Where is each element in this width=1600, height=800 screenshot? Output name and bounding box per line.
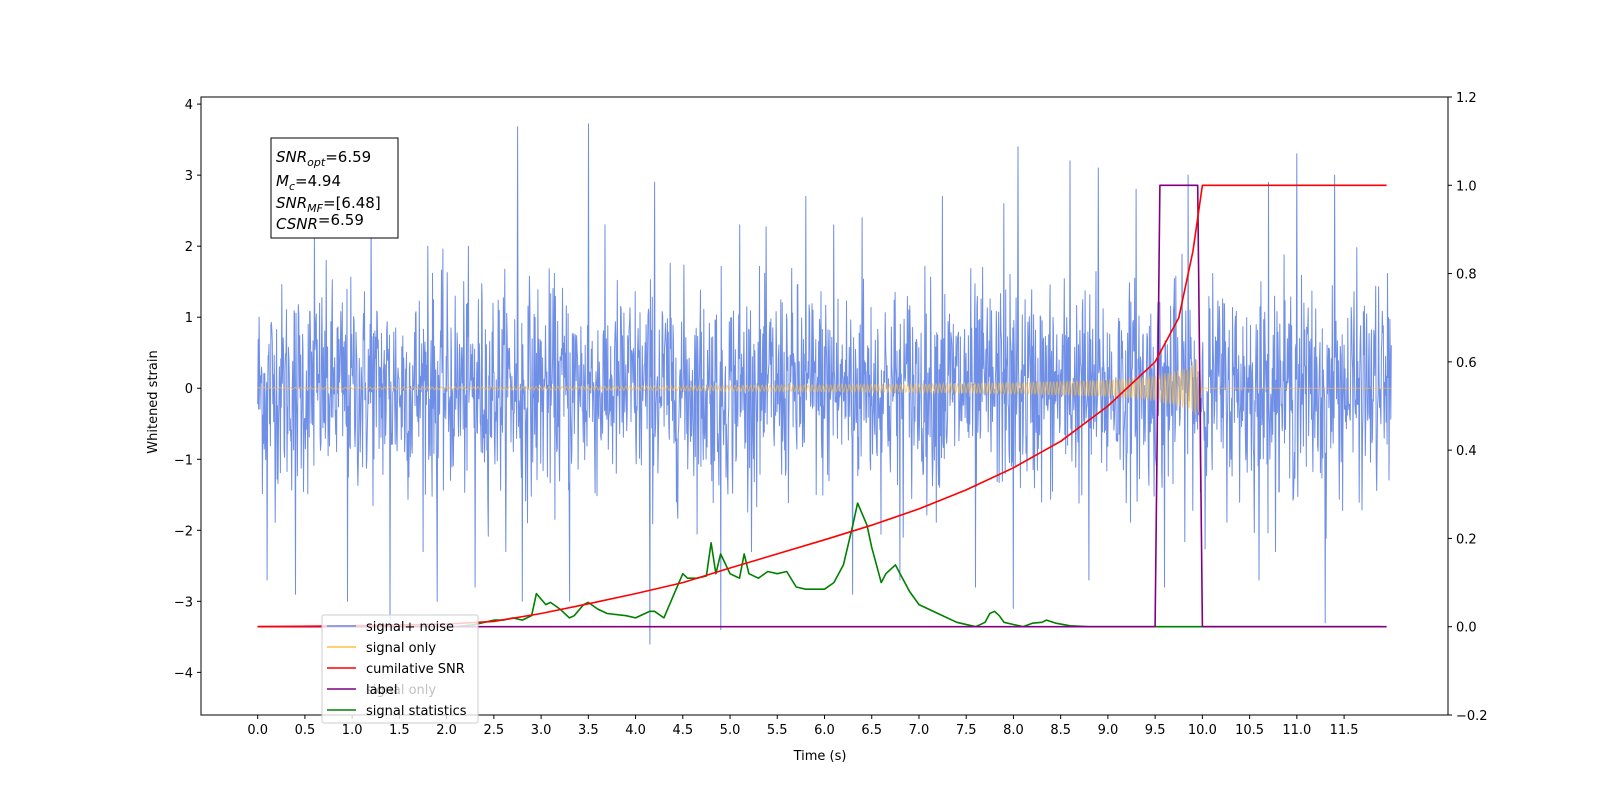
x-tick-label: 8.0 [1003,723,1024,738]
annotation-4-name: CSNR [276,215,318,233]
annotation-2-name: M [276,172,289,190]
y-left-tick-label: 0 [185,382,193,397]
y-right-tick-label: 0.4 [1456,444,1477,459]
y-left-tick-label: −2 [174,524,193,539]
x-tick-label: 7.5 [956,723,977,738]
annotation-line-1: SNRopt=6.59 [276,148,371,169]
data-layer [257,123,1392,645]
x-tick-label: 2.5 [484,723,505,738]
legend-label-label: label [366,683,397,698]
x-tick-label: 3.0 [531,723,552,738]
series-cumulative-snr [257,184,1387,628]
x-tick-label: 5.0 [720,723,741,738]
y-right-tick-label: 1.2 [1456,91,1477,106]
legend-frame [321,614,479,724]
legend: signal+ noise signal only cumilative SNR… [321,614,479,724]
x-tick-label: 0.0 [247,723,268,738]
annotation-line-4: CSNR=6.59 [276,211,364,233]
axes-layer: 0.0 0.5 1.0 1.5 2.0 2.5 3.0 3.5 4.0 4.5 5.0 5.5 6.0 6… [174,91,1488,738]
x-axis-label: Time (s) [793,749,847,764]
x-tick-label: 10.0 [1188,723,1217,738]
y-right-tick-label: 0.0 [1456,621,1477,636]
legend-label-statistics: signal statistics [366,704,467,719]
x-tick-label: 6.0 [814,723,835,738]
annotation-line-2: Mc=4.94 [276,172,341,193]
y-right-tick-label: 1.0 [1456,179,1477,194]
x-tick-label: 6.5 [861,723,882,738]
annotation-2-value: =4.94 [295,172,341,190]
annotation-line-3: SNRMF=[6.48] [276,194,381,215]
y-left-tick-label: 2 [185,240,193,255]
x-tick-label: 4.0 [625,723,646,738]
annotation-1-value: =6.59 [325,148,371,166]
y-left-tick-label: 4 [185,98,193,113]
x-tick-label: 9.5 [1145,723,1166,738]
series-signal-only [257,359,1392,416]
legend-label-noise: signal+ noise [366,620,454,635]
x-tick-label: 11.5 [1330,723,1359,738]
x-tick-label: 0.5 [295,723,316,738]
x-tick-label: 2.0 [436,723,457,738]
x-tick-label: 10.5 [1235,723,1264,738]
x-tick-label: 1.0 [342,723,363,738]
annotation-3-name: SNR [276,194,307,212]
y-axis-label: Whitened strain [146,350,161,453]
legend-label-overlap: signal only [366,683,436,698]
annotation-2-sub: c [289,180,295,193]
x-tick-label: 3.5 [578,723,599,738]
x-tick-label: 7.0 [909,723,930,738]
legend-label-cumulative: cumilative SNR [366,662,465,677]
y-left-tick-label: −1 [174,453,193,468]
annotation-4-value: =6.59 [318,211,364,229]
x-tick-label: 1.5 [389,723,410,738]
y-left-tick-label: −4 [174,666,193,681]
series-signal-statistics [257,502,1382,628]
x-tick-label: 5.5 [767,723,788,738]
annotation-3-value: =[6.48] [323,194,381,212]
annotation-1-name: SNR [276,148,307,166]
y-right-tick-label: 0.2 [1456,532,1477,547]
annotation-frame [270,137,399,239]
x-tick-label: 11.0 [1282,723,1311,738]
series-signal-plus-noise [257,123,1392,645]
y-right-tick-label: −0.2 [1456,709,1488,724]
annotation-3-sub: MF [307,202,323,215]
y-left-tick-label: 1 [185,311,193,326]
y-left-tick-label: 3 [185,169,193,184]
annotation-box: SNRopt=6.59 Mc=4.94 SNRMF=[6.48] CSNR=6.… [270,137,399,239]
y-left-tick-label: −3 [174,595,193,610]
annotation-1-sub: opt [307,156,326,169]
y-right-tick-label: 0.6 [1456,356,1477,371]
series-label [257,184,1387,628]
x-tick-label: 8.5 [1050,723,1071,738]
x-tick-label: 4.5 [672,723,693,738]
x-tick-label: 9.0 [1098,723,1119,738]
y-right-tick-label: 0.8 [1456,268,1477,283]
legend-label-signal: signal only [366,641,436,656]
